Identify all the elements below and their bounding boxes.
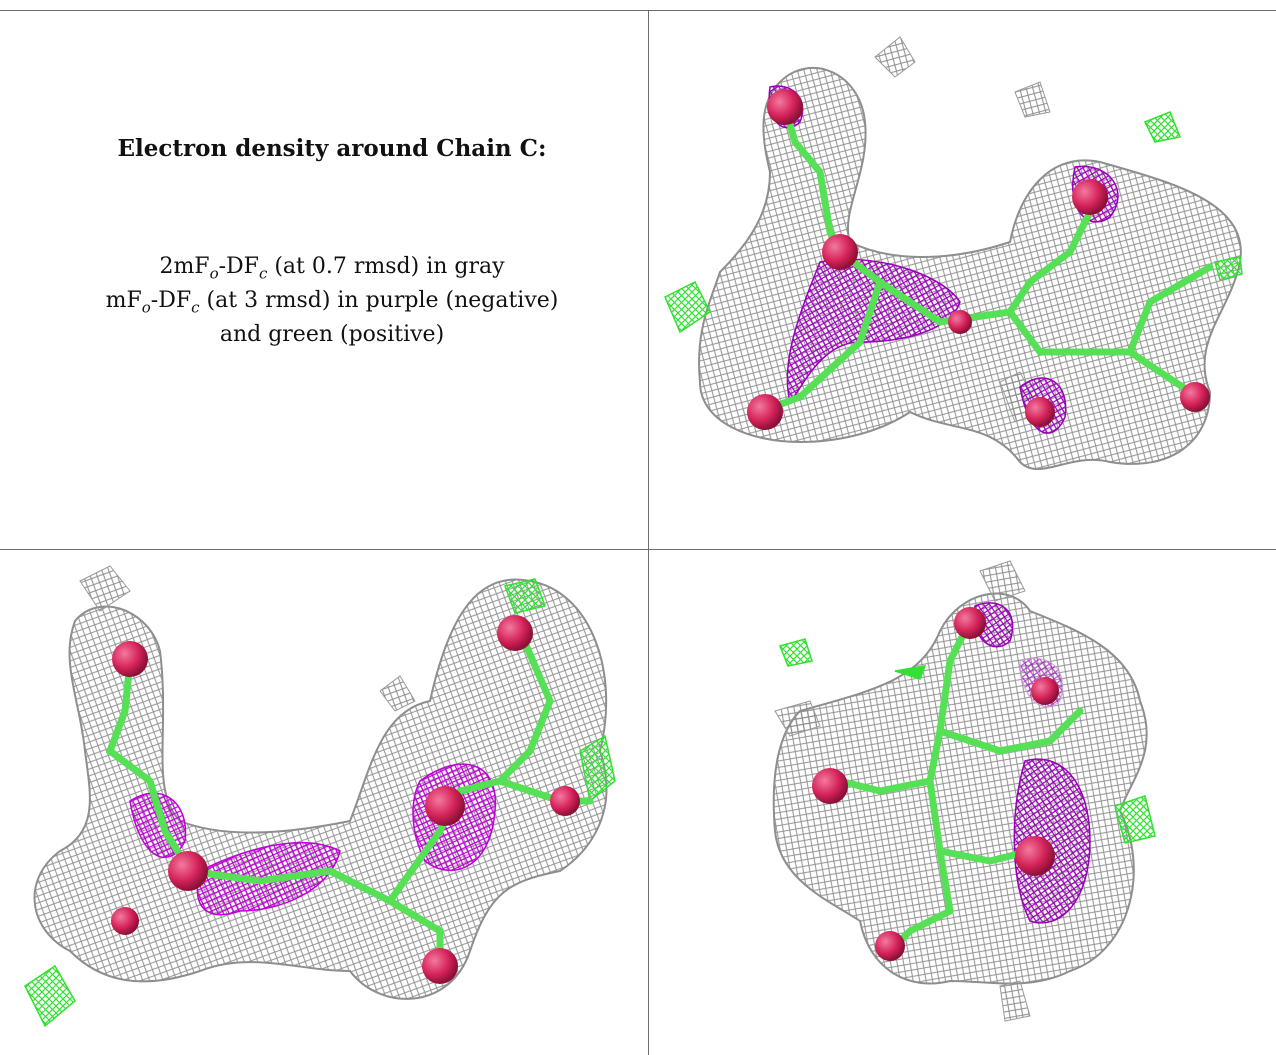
mesh-2fofc-gray — [33, 565, 608, 1000]
oxygen-atoms — [812, 607, 1059, 961]
mesh-positive-green — [664, 111, 1243, 334]
density-view-2 — [0, 551, 647, 1055]
caption-title: Electron density around Chain C: — [117, 135, 547, 162]
table-divider-vertical — [648, 10, 649, 1055]
table-top-border — [0, 10, 1276, 11]
figure-caption: Electron density around Chain C: 2mFo-DF… — [20, 15, 644, 545]
caption-line-fofc: mFo-DFc (at 3 rmsd) in purple (negative) — [105, 288, 559, 317]
table-row-divider — [0, 549, 1276, 550]
mesh-positive-green — [778, 638, 1156, 844]
caption-line-positive: and green (positive) — [219, 322, 445, 347]
caption-description: 2mFo-DFc (at 0.7 rmsd) in gray mFo-DFc (… — [20, 250, 644, 352]
caption-line-2fofc: 2mFo-DFc (at 0.7 rmsd) in gray — [159, 254, 505, 283]
oxygen-atoms — [111, 615, 580, 984]
oxygen-atoms — [747, 89, 1210, 430]
density-view-1 — [650, 12, 1276, 548]
density-view-3 — [650, 551, 1276, 1055]
mesh-positive-green — [24, 578, 616, 1028]
